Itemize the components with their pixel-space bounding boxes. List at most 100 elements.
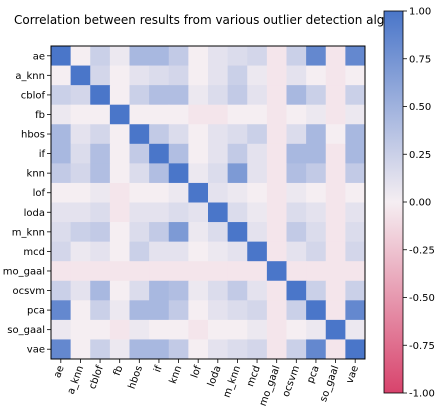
heatmap-cell-so_gaal-a_knn xyxy=(70,319,91,340)
y-tick-label-vae: vae xyxy=(27,345,45,356)
heatmap-cell-vae-ocsvm xyxy=(286,339,307,360)
heatmap-cell-if-mcd xyxy=(247,143,268,164)
heatmap-cell-mo_gaal-if xyxy=(149,261,170,282)
heatmap-cell-a_knn-loda xyxy=(208,65,229,86)
heatmap-cell-fb-lof xyxy=(188,104,209,125)
heatmap-cell-if-lof xyxy=(188,143,209,164)
heatmap-cell-a_knn-fb xyxy=(109,65,130,86)
y-tick-label-if: if xyxy=(39,149,46,160)
heatmap-cell-cblof-so_gaal xyxy=(325,85,346,106)
heatmap-cell-ae-mcd xyxy=(247,46,268,66)
heatmap-cell-vae-mcd xyxy=(247,339,268,360)
heatmap-cell-a_knn-hbos xyxy=(129,65,150,86)
heatmap-cell-vae-so_gaal xyxy=(325,339,346,360)
colorbar xyxy=(383,10,404,394)
heatmap-cell-a_knn-cblof xyxy=(90,65,111,86)
heatmap-cell-pca-pca xyxy=(306,300,327,321)
heatmap-cell-ae-ae xyxy=(51,46,72,66)
heatmap-cell-m_knn-m_knn xyxy=(227,222,248,243)
heatmap-cell-cblof-pca xyxy=(306,85,327,106)
heatmap-cell-mo_gaal-mo_gaal xyxy=(266,261,287,282)
heatmap-cell-fb-a_knn xyxy=(70,104,91,125)
heatmap-cell-so_gaal-vae xyxy=(345,319,366,340)
y-tick-label-fb: fb xyxy=(35,110,45,121)
heatmap-cell-m_knn-ae xyxy=(51,222,72,243)
colorbar-tick-label: 0.00 xyxy=(409,198,431,209)
heatmap-cell-ae-ocsvm xyxy=(286,46,307,66)
heatmap-cell-a_knn-knn xyxy=(168,65,189,86)
heatmap-cell-ae-loda xyxy=(208,46,229,66)
heatmap-cell-hbos-m_knn xyxy=(227,124,248,145)
heatmap-cell-so_gaal-pca xyxy=(306,319,327,340)
heatmap-cell-if-pca xyxy=(306,143,327,164)
heatmap-cell-fb-m_knn xyxy=(227,104,248,125)
heatmap-cell-cblof-a_knn xyxy=(70,85,91,106)
heatmap-cell-fb-knn xyxy=(168,104,189,125)
heatmap-cell-cblof-vae xyxy=(345,85,366,106)
heatmap-cell-cblof-m_knn xyxy=(227,85,248,106)
x-tick-label-loda: loda xyxy=(206,364,224,388)
colorbar-tick-label: 1.00 xyxy=(409,7,431,18)
x-tick-label-a_knn: a_knn xyxy=(66,364,86,396)
heatmap-cell-fb-pca xyxy=(306,104,327,125)
heatmap-cell-fb-ocsvm xyxy=(286,104,307,125)
heatmap-cell-so_gaal-loda xyxy=(208,319,229,340)
heatmap-cell-m_knn-pca xyxy=(306,222,327,243)
heatmap-cell-knn-mo_gaal xyxy=(266,163,287,184)
heatmap-cell-mcd-ae xyxy=(51,241,72,262)
heatmap-cell-loda-mo_gaal xyxy=(266,202,287,223)
colorbar-tick-label: -0.50 xyxy=(409,293,435,304)
heatmap-cell-hbos-knn xyxy=(168,124,189,145)
heatmap-cell-mo_gaal-vae xyxy=(345,261,366,282)
heatmap-cell-ocsvm-mcd xyxy=(247,280,268,301)
heatmap-cell-vae-knn xyxy=(168,339,189,360)
y-tick-label-ocsvm: ocsvm xyxy=(13,286,46,297)
heatmap-cell-a_knn-a_knn xyxy=(70,65,91,86)
heatmap-cell-lof-loda xyxy=(208,182,229,203)
heatmap-cell-mcd-cblof xyxy=(90,241,111,262)
heatmap-cell-if-ae xyxy=(51,143,72,164)
heatmap-cell-a_knn-ae xyxy=(51,65,72,86)
heatmap-cell-ocsvm-hbos xyxy=(129,280,150,301)
x-tick-label-fb: fb xyxy=(112,364,126,377)
heatmap-cell-knn-pca xyxy=(306,163,327,184)
heatmap-cell-pca-loda xyxy=(208,300,229,321)
heatmap-cell-pca-vae xyxy=(345,300,366,321)
heatmap-cell-pca-so_gaal xyxy=(325,300,346,321)
heatmap-cell-loda-ae xyxy=(51,202,72,223)
heatmap-cell-m_knn-cblof xyxy=(90,222,111,243)
heatmap-cell-ae-mo_gaal xyxy=(266,46,287,66)
heatmap-cell-if-fb xyxy=(109,143,130,164)
heatmap-cell-ae-cblof xyxy=(90,46,111,66)
heatmap-cell-fb-so_gaal xyxy=(325,104,346,125)
heatmap-cell-a_knn-if xyxy=(149,65,170,86)
heatmap-cell-a_knn-pca xyxy=(306,65,327,86)
heatmap-cell-ocsvm-loda xyxy=(208,280,229,301)
heatmap-cell-m_knn-so_gaal xyxy=(325,222,346,243)
plot-frame xyxy=(50,45,366,360)
heatmap-cell-knn-cblof xyxy=(90,163,111,184)
heatmap-cell-vae-loda xyxy=(208,339,229,360)
heatmap-cell-so_gaal-cblof xyxy=(90,319,111,340)
heatmap-cell-knn-mcd xyxy=(247,163,268,184)
heatmap-cell-hbos-cblof xyxy=(90,124,111,145)
heatmap-cell-ocsvm-if xyxy=(149,280,170,301)
heatmap-cell-pca-if xyxy=(149,300,170,321)
heatmap-cell-ocsvm-ae xyxy=(51,280,72,301)
heatmap-cell-fb-ae xyxy=(51,104,72,125)
heatmap-cell-lof-cblof xyxy=(90,182,111,203)
chart-title: Correlation between results from various… xyxy=(14,13,384,27)
heatmap-cell-so_gaal-ae xyxy=(51,319,72,340)
heatmap-cell-ocsvm-m_knn xyxy=(227,280,248,301)
heatmap-cell-so_gaal-fb xyxy=(109,319,130,340)
heatmap-cell-m_knn-hbos xyxy=(129,222,150,243)
heatmap-cell-knn-ocsvm xyxy=(286,163,307,184)
heatmap-cell-cblof-knn xyxy=(168,85,189,106)
heatmap-cell-m_knn-mo_gaal xyxy=(266,222,287,243)
heatmap-cell-hbos-ocsvm xyxy=(286,124,307,145)
heatmap-cell-cblof-ae xyxy=(51,85,72,106)
heatmap-cell-mo_gaal-pca xyxy=(306,261,327,282)
heatmap-cell-vae-hbos xyxy=(129,339,150,360)
heatmap-cell-vae-pca xyxy=(306,339,327,360)
